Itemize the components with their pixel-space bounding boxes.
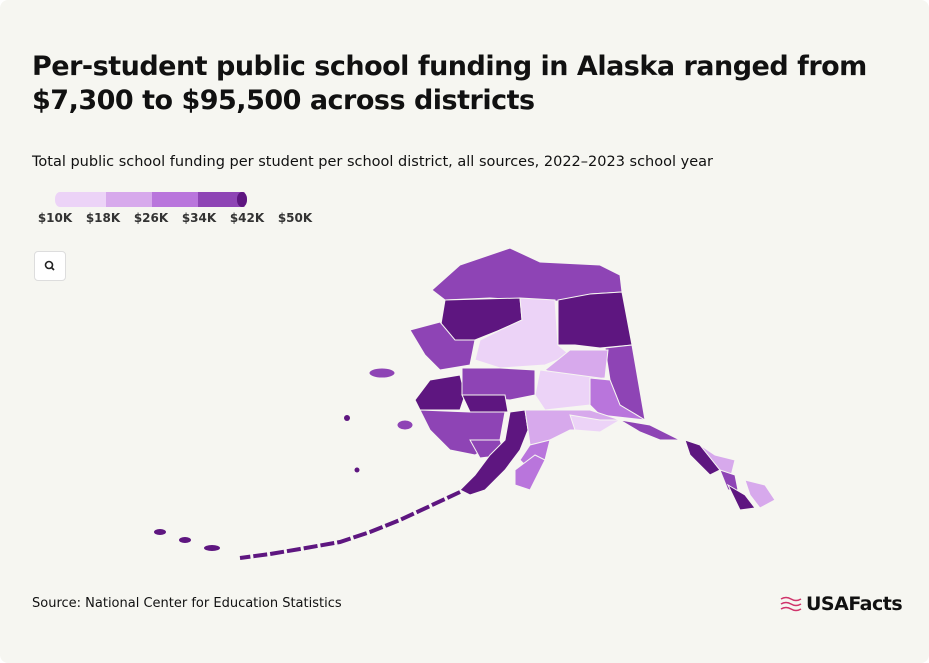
district[interactable] (569, 414, 622, 433)
district[interactable] (396, 419, 414, 431)
legend-label: $26K (134, 211, 169, 225)
legend-swatch (152, 192, 199, 207)
legend-label: $10K (38, 211, 73, 225)
district[interactable] (699, 444, 736, 481)
district[interactable] (368, 367, 396, 379)
legend-swatch (106, 192, 153, 207)
district[interactable] (431, 247, 623, 303)
legend-label: $42K (230, 211, 265, 225)
legend: $10K $18K $26K $34K $42K $50K (38, 192, 313, 225)
district[interactable] (604, 344, 646, 421)
district[interactable] (154, 529, 166, 535)
title: Per-student public school funding in Ala… (32, 51, 867, 116)
district[interactable] (684, 439, 721, 476)
district[interactable] (514, 454, 546, 491)
district[interactable] (744, 479, 776, 509)
district[interactable] (239, 490, 461, 560)
district[interactable] (179, 537, 191, 543)
logo-flag (780, 596, 802, 612)
source: Source: National Center for Education St… (32, 596, 342, 611)
legend-label: $50K (278, 211, 313, 225)
district[interactable] (204, 545, 220, 551)
district[interactable] (354, 467, 360, 473)
legend-end (237, 192, 247, 207)
district[interactable] (344, 415, 350, 421)
district[interactable] (719, 469, 739, 491)
district[interactable] (589, 377, 646, 421)
district[interactable] (557, 291, 633, 349)
legend-label: $34K (182, 211, 217, 225)
zoom-button[interactable] (34, 251, 66, 281)
district[interactable] (461, 394, 509, 413)
regions (154, 247, 776, 560)
district[interactable] (461, 367, 536, 401)
district[interactable] (524, 409, 622, 446)
district[interactable] (409, 321, 476, 371)
legend-swatch (198, 192, 245, 207)
district[interactable] (414, 374, 466, 411)
district[interactable] (439, 297, 523, 341)
district[interactable] (534, 369, 601, 411)
district[interactable] (419, 409, 506, 456)
district[interactable] (469, 439, 506, 459)
logo: USAFacts (806, 593, 903, 615)
district[interactable] (459, 409, 529, 496)
zoom-icon (44, 260, 55, 271)
subtitle: Total public school funding per student … (32, 154, 713, 170)
district[interactable] (726, 483, 756, 511)
district[interactable] (619, 419, 681, 441)
district[interactable] (474, 297, 571, 369)
legend-label: $18K (86, 211, 121, 225)
district[interactable] (519, 439, 551, 471)
legend-swatch (60, 192, 107, 207)
legend-end (55, 192, 65, 207)
district[interactable] (544, 349, 609, 381)
